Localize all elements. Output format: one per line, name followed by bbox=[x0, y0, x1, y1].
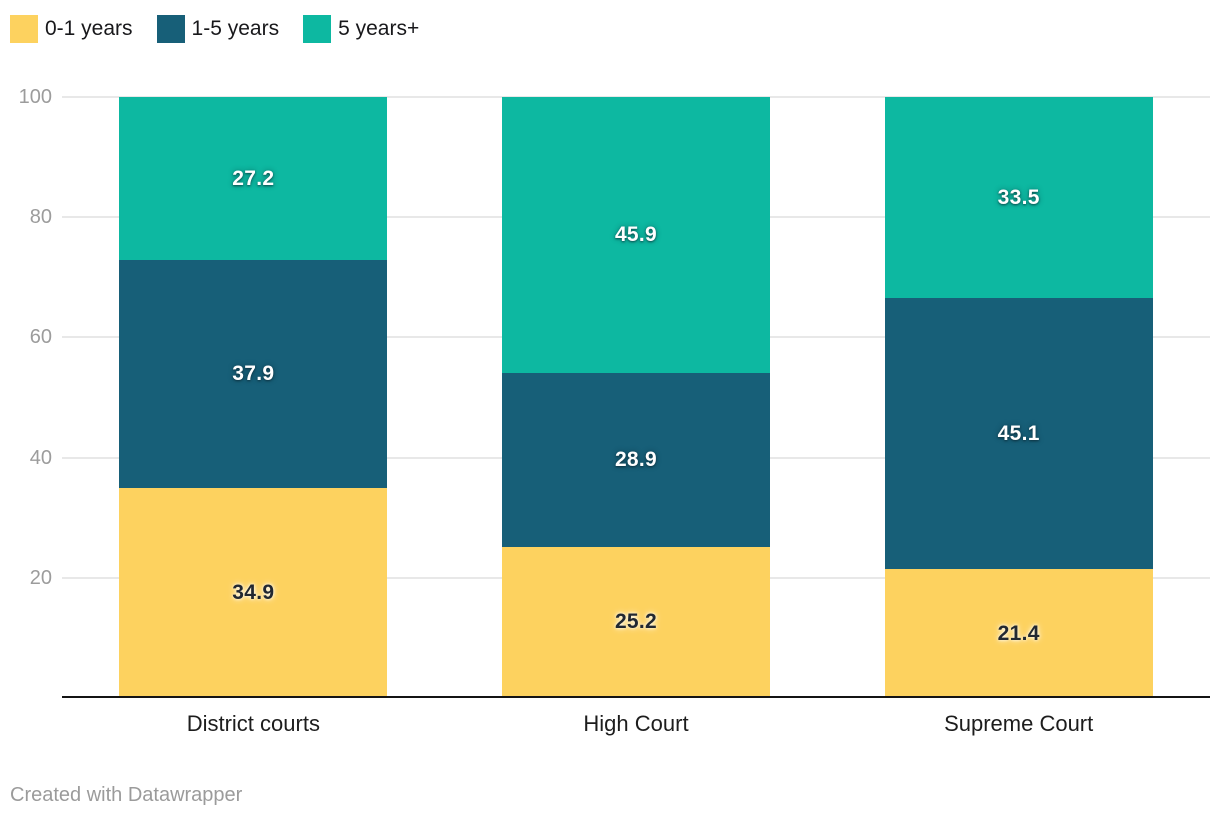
x-axis-label-0: District courts bbox=[186, 711, 320, 736]
bar-segment-high-court-s2: 45.9 bbox=[502, 97, 770, 373]
segment-value-label: 33.5 bbox=[997, 185, 1040, 209]
bar-segment-supreme-court-s2: 33.5 bbox=[884, 97, 1153, 299]
segment-value-label: 37.9 bbox=[232, 362, 275, 386]
segment-value-label: 21.4 bbox=[997, 621, 1040, 645]
legend-swatch bbox=[156, 15, 185, 43]
legend-swatch bbox=[303, 15, 332, 43]
legend-item-2: 5 years+ bbox=[303, 15, 419, 43]
x-axis-baseline bbox=[62, 696, 1210, 698]
segment-value-label: 28.9 bbox=[614, 447, 658, 471]
x-axis-label-1: High Court bbox=[583, 711, 689, 736]
bar-segment-district-courts-s2: 27.2 bbox=[119, 97, 388, 261]
footer-credit: Created with Datawrapper bbox=[10, 784, 243, 806]
legend-swatch bbox=[10, 15, 38, 43]
legend-item-1: 1-5 years bbox=[156, 15, 280, 43]
segment-value-label: 45.1 bbox=[997, 421, 1040, 445]
segment-value-label: 27.2 bbox=[232, 166, 275, 190]
legend: 0-1 years 1-5 years 5 years+ bbox=[10, 15, 443, 43]
y-axis-tick-20: 20 bbox=[29, 566, 52, 589]
bar-segment-supreme-court-s1: 45.1 bbox=[884, 298, 1153, 570]
legend-item-0: 0-1 years bbox=[10, 15, 133, 43]
segment-value-label: 25.2 bbox=[614, 610, 658, 634]
legend-label: 5 years+ bbox=[338, 17, 420, 40]
legend-label: 0-1 years bbox=[45, 17, 133, 40]
segment-value-label: 34.9 bbox=[232, 581, 275, 605]
y-axis-tick-40: 40 bbox=[29, 446, 52, 469]
bar-segment-district-courts-s1: 37.9 bbox=[119, 260, 388, 489]
bar-segment-high-court-s0: 25.2 bbox=[502, 546, 770, 698]
bar-segment-supreme-court-s0: 21.4 bbox=[884, 569, 1153, 698]
y-axis-tick-100: 100 bbox=[18, 86, 52, 108]
segment-value-label: 45.9 bbox=[614, 222, 658, 246]
bar-segment-district-courts-s0: 34.9 bbox=[119, 488, 388, 698]
y-axis-tick-60: 60 bbox=[29, 326, 52, 349]
x-axis-label-2: Supreme Court bbox=[944, 711, 1094, 736]
legend-label: 1-5 years bbox=[191, 17, 280, 40]
y-axis-tick-80: 80 bbox=[29, 206, 52, 229]
bar-segment-high-court-s1: 28.9 bbox=[502, 372, 770, 547]
